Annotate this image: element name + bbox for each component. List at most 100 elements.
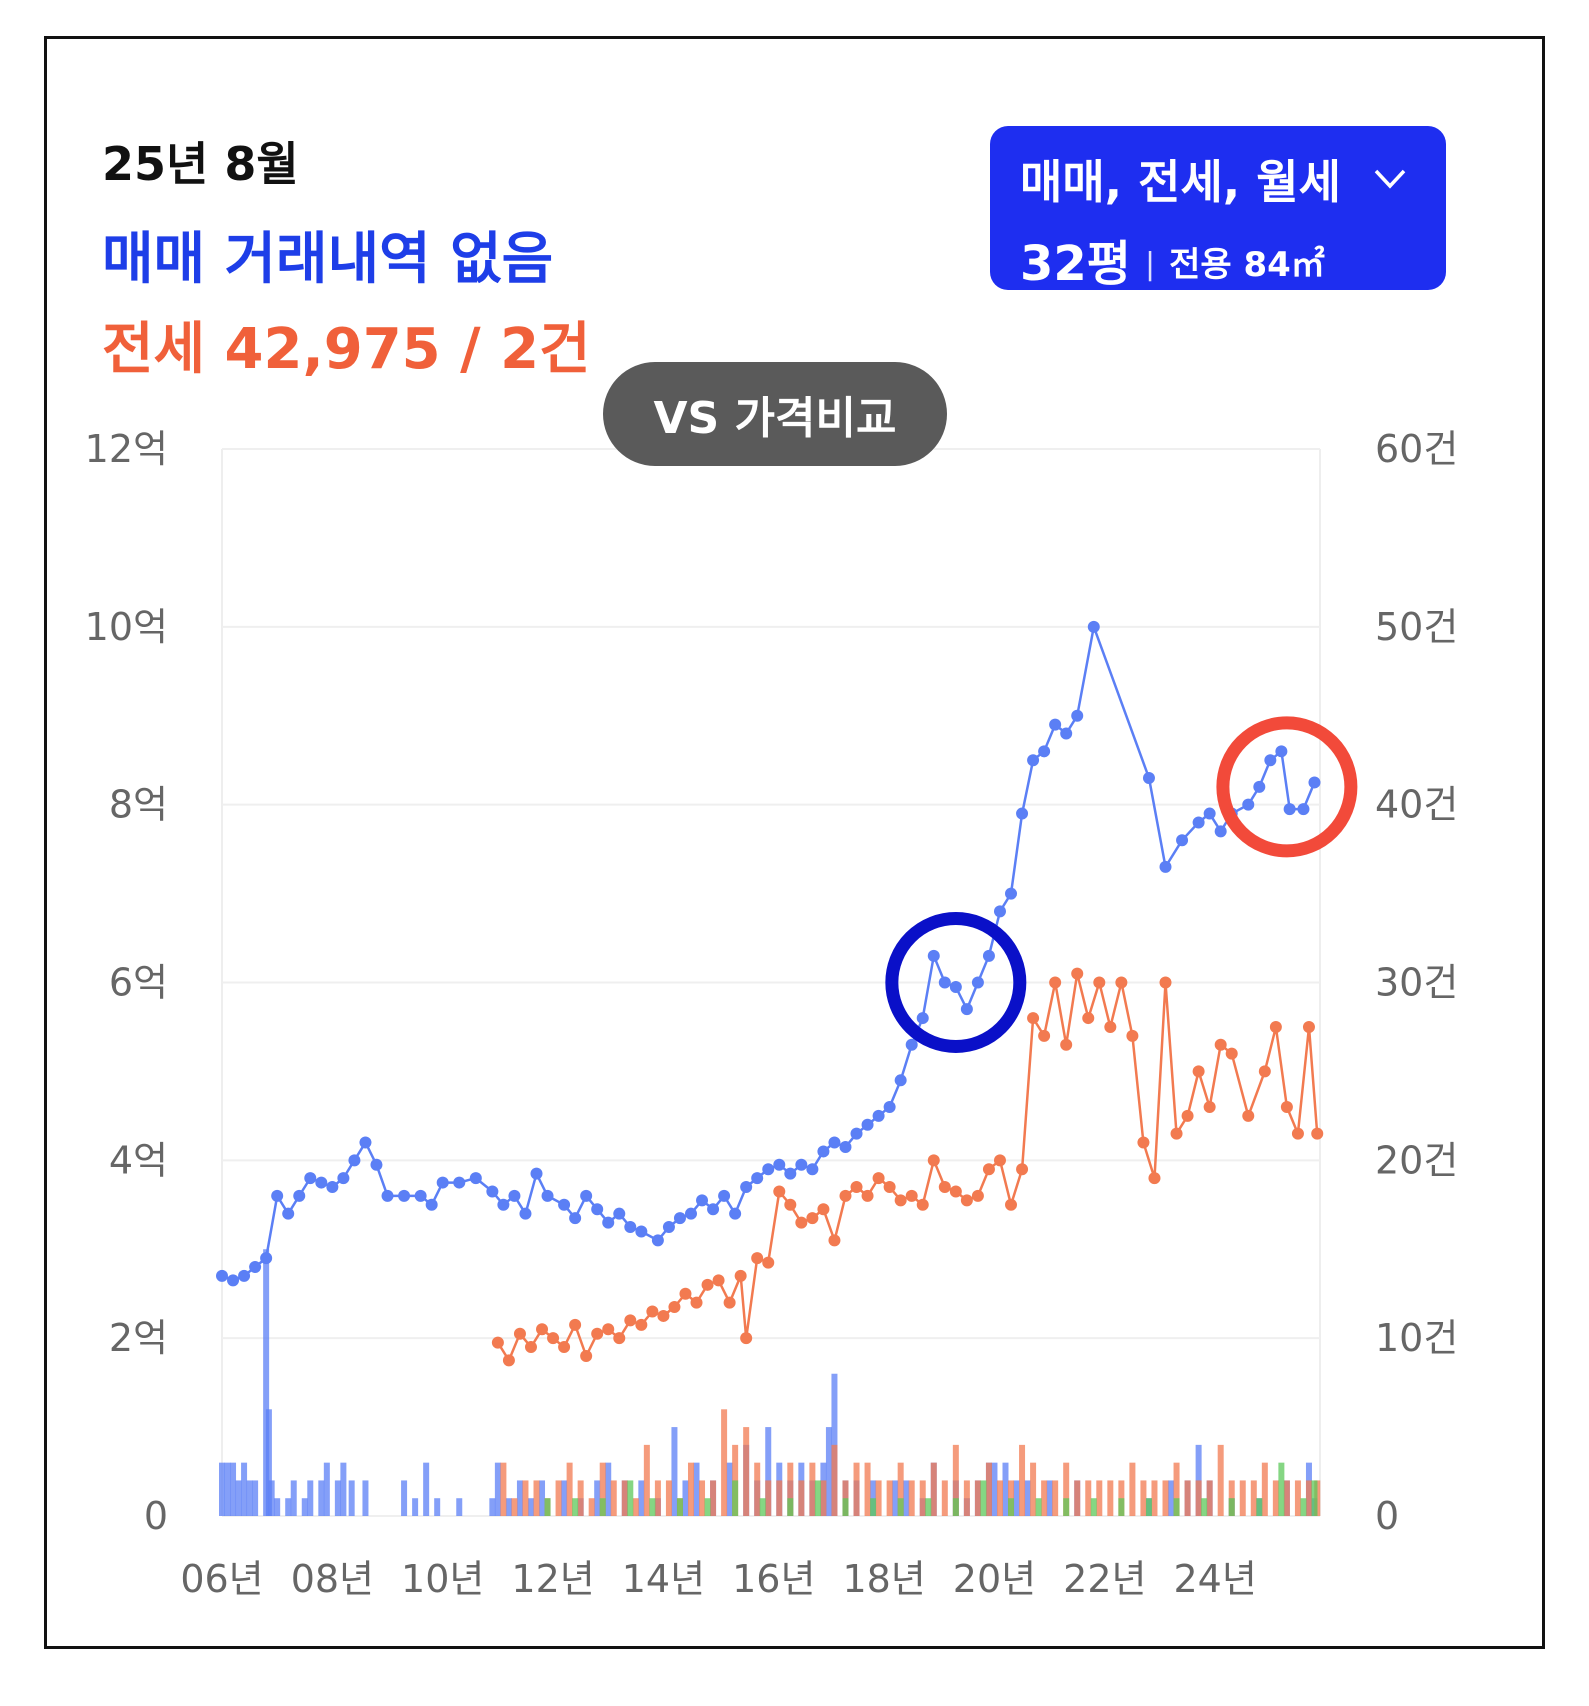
jeonse-price-point <box>894 1194 907 1207</box>
x-tick-label: 20년 <box>953 1557 1036 1601</box>
jeonse-volume-bar <box>1217 1444 1224 1516</box>
monthly-volume-bar <box>599 1498 606 1516</box>
jeonse-price-point <box>1311 1127 1324 1140</box>
jeonse-volume-bar <box>1162 1480 1169 1516</box>
volume-bars <box>219 1249 1321 1516</box>
monthly-volume-bar <box>759 1498 766 1516</box>
jeonse-price-point <box>883 1181 896 1194</box>
sale-price-point <box>486 1185 499 1198</box>
jeonse-price-point <box>960 1194 973 1207</box>
jeonse-volume-bar <box>985 1462 992 1516</box>
sale-price-point <box>696 1194 709 1207</box>
sale-volume-bar <box>489 1498 496 1516</box>
jeonse-price-point <box>784 1198 797 1211</box>
jeonse-volume-bar <box>919 1480 926 1516</box>
sale-price-point <box>707 1203 720 1216</box>
jeonse-volume-bar <box>1305 1480 1312 1516</box>
sale-price-point <box>602 1216 615 1229</box>
jeonse-volume-bar <box>599 1462 606 1516</box>
sale-price-point <box>304 1172 317 1185</box>
sale-volume-bar <box>682 1480 689 1516</box>
sale-price-point <box>1264 754 1277 767</box>
jeonse-price-point <box>591 1327 604 1340</box>
sale-price-point <box>580 1189 593 1202</box>
sale-price-point <box>1203 807 1216 820</box>
sale-price-point <box>662 1221 675 1234</box>
sale-volume-bar <box>362 1480 369 1516</box>
y-right-tick-label: 30건 <box>1375 961 1458 1005</box>
sale-price-point <box>673 1212 686 1225</box>
jeonse-price-point <box>690 1296 703 1309</box>
sale-price-point <box>1087 620 1100 633</box>
sale-volume-bar <box>505 1498 512 1516</box>
sale-volume-bar <box>1168 1480 1175 1516</box>
area-row: 32평 | 전용 84㎡ <box>1020 224 1416 294</box>
jeonse-price-point <box>1291 1127 1304 1140</box>
sale-price-point <box>773 1158 786 1171</box>
jeonse-volume-bar <box>533 1480 540 1516</box>
sale-status-label: 매매 거래내역 없음 <box>102 227 554 292</box>
sale-volume-bar <box>219 1462 225 1516</box>
price-lines <box>216 620 1324 1367</box>
trade-type-filter-dropdown[interactable]: 매매, 전세, 월세 32평 | 전용 84㎡ <box>990 126 1446 292</box>
jeonse-price-point <box>1170 1127 1183 1140</box>
sale-price-point <box>1027 754 1040 767</box>
jeonse-price-point <box>927 1154 940 1167</box>
monthly-volume-bar <box>1300 1498 1307 1516</box>
jeonse-volume-bar <box>566 1462 573 1516</box>
sale-price-point <box>624 1221 637 1234</box>
x-tick-label: 08년 <box>291 1557 374 1601</box>
jeonse-volume-bar <box>930 1462 937 1516</box>
jeonse-price-point <box>1060 1038 1073 1051</box>
sale-volume-bar <box>1002 1462 1009 1516</box>
x-tick-label: 10년 <box>401 1557 484 1601</box>
trade-type-label: 매매, 전세, 월세 <box>1020 155 1341 209</box>
jeonse-price-point <box>971 1189 984 1202</box>
jeonse-summary-label: 전세 42,975 / 2건 <box>102 317 591 382</box>
sale-volume-bar <box>539 1480 546 1516</box>
jeonse-price-point <box>547 1332 560 1345</box>
jeonse-volume-bar <box>1085 1480 1092 1516</box>
vs-compare-button[interactable]: VS 가격비교 <box>603 362 947 466</box>
sale-price-point <box>916 1012 929 1025</box>
jeonse-volume-bar <box>555 1480 562 1516</box>
jeonse-price-point <box>1038 1029 1051 1042</box>
sale-price-point <box>1297 803 1310 816</box>
sale-price-point <box>282 1207 295 1220</box>
sale-volume-bar <box>301 1498 308 1516</box>
sale-volume-bar <box>693 1462 700 1516</box>
jeonse-volume-bar <box>864 1462 871 1516</box>
jeonse-price-point <box>1049 976 1062 989</box>
jeonse-volume-bar <box>643 1444 650 1516</box>
sale-price-point <box>949 980 962 993</box>
sale-volume-bar <box>456 1498 463 1516</box>
chart-card <box>44 36 1545 1649</box>
jeonse-volume-bar <box>1019 1444 1026 1516</box>
sale-price-point <box>651 1234 664 1247</box>
sale-price-point <box>1308 776 1321 789</box>
exclusive-area-label: 전용 84㎡ <box>1169 245 1325 285</box>
jeonse-price-point <box>602 1323 615 1336</box>
jeonse-volume-bar <box>610 1480 617 1516</box>
sale-price-point <box>938 976 951 989</box>
sale-volume-bar <box>434 1498 441 1516</box>
monthly-volume-bar <box>925 1498 932 1516</box>
jeonse-volume-bar <box>1250 1480 1257 1516</box>
sale-price-point <box>839 1140 852 1153</box>
sale-price-point <box>817 1145 830 1158</box>
sale-price-point <box>894 1074 907 1087</box>
sale-volume-bar <box>726 1462 733 1516</box>
sale-volume-bar <box>252 1480 259 1516</box>
jeonse-volume-bar <box>809 1462 816 1516</box>
monthly-volume-bar <box>980 1480 987 1516</box>
jeonse-price-point <box>1104 1020 1117 1033</box>
jeonse-price-point <box>536 1323 549 1336</box>
sale-price-point <box>591 1203 604 1216</box>
monthly-volume-bar <box>1173 1498 1180 1516</box>
jeonse-volume-bar <box>1283 1480 1290 1516</box>
sale-price-point <box>249 1261 262 1274</box>
sale-price-point <box>1242 798 1255 811</box>
sale-price-point <box>861 1118 874 1131</box>
jeonse-volume-bar <box>875 1480 882 1516</box>
